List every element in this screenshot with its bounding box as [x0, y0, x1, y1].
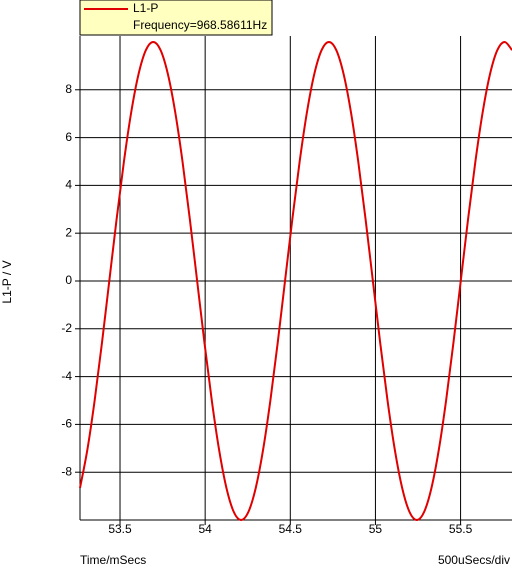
x-tick-label: 55.5: [449, 522, 473, 536]
y-tick-label: -6: [61, 417, 72, 431]
y-tick-label: 2: [65, 225, 72, 239]
y-tick-label: -8: [61, 464, 72, 478]
y-tick-label: 4: [65, 178, 72, 192]
x-tick-label: 53.5: [108, 522, 132, 536]
y-tick-label: 0: [65, 273, 72, 287]
y-axis-label: L1-P / V: [0, 260, 14, 303]
legend-label: L1-P: [133, 1, 158, 15]
y-tick-label: 6: [65, 130, 72, 144]
x-tick-label: 55: [369, 522, 383, 536]
x-tick-label: 54: [198, 522, 212, 536]
x-axis-label: Time/mSecs: [80, 553, 146, 567]
y-tick-label: 8: [65, 82, 72, 96]
x-tick-label: 54.5: [279, 522, 303, 536]
legend-box: [79, 0, 273, 36]
y-tick-label: -4: [61, 369, 72, 383]
annotation: Frequency=968.58611Hz: [133, 18, 267, 32]
series-line: [79, 40, 512, 522]
y-tick-label: -2: [61, 321, 72, 335]
scale-note: 500uSecs/div: [438, 553, 510, 567]
